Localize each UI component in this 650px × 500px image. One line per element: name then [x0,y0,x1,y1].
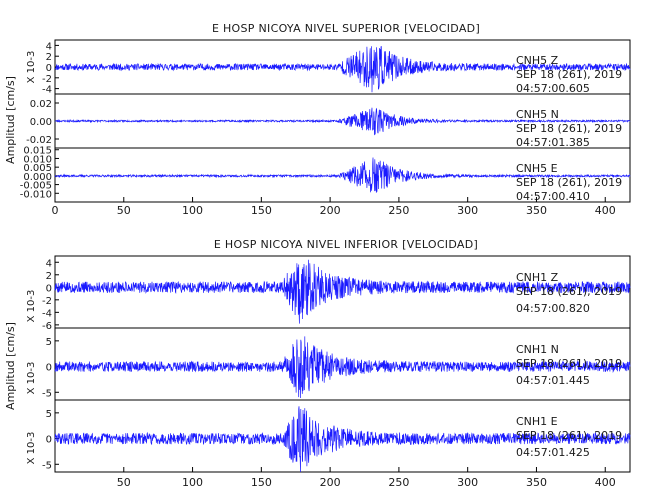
upper-z-time: 04:57:00.605 [516,82,590,95]
lower-z-waveform [54,259,631,324]
lower-y-axis-label: Amplitud [cm/s] [4,322,17,410]
lower-e-multiplier: X 10-3 [26,432,37,465]
upper-n-ytick-label: 0.00 [30,117,52,128]
lower-trace-n: -5 0 5 X 10-3 CNH1 N SEP 18 (261), 2019 04… [26,327,631,401]
upper-xtick-label: 150 [251,204,272,217]
lower-e-ytick-label: 5 [46,409,52,420]
upper-e-ytick-label: 0.015 [23,146,52,157]
upper-e-waveform [54,157,631,193]
lower-z-component: CNH1 Z [516,271,559,284]
lower-z-yticks: -6 -4-2 02 4 [42,258,59,332]
upper-title: E HOSP NICOYA NIVEL SUPERIOR [VELOCIDAD] [212,22,480,35]
upper-z-ytick-label: 4 [46,41,52,52]
lower-n-component: CNH1 N [516,343,559,356]
upper-n-component: CNH5 N [516,108,559,121]
upper-z-ytick-label: 0 [46,63,52,74]
upper-panel-e-frame [54,147,631,203]
lower-n-waveform [54,336,631,399]
lower-xtick-label: 400 [595,476,616,489]
lower-z-ytick-label: -2 [42,296,52,307]
upper-n-ytick-label: -0.02 [26,135,52,146]
upper-xtick-label: 0 [52,204,59,217]
lower-z-date: SEP 18 (261), 2019 [516,285,622,298]
lower-z-multiplier: X 10-3 [26,290,37,323]
upper-x-axis-ticks: 0 50 100 150 200 250 300 350 400 [52,197,616,217]
upper-z-date: SEP 18 (261), 2019 [516,68,622,81]
upper-e-ytick-label: 0.000 [23,172,52,183]
upper-xtick-label: 100 [182,204,203,217]
upper-figure: E HOSP NICOYA NIVEL SUPERIOR [VELOCIDAD]… [4,22,631,217]
lower-xtick-label: 150 [251,476,272,489]
lower-n-ytick-label: 0 [46,363,52,374]
upper-z-component: CNH5 Z [516,54,559,67]
lower-xtick-label: 100 [182,476,203,489]
upper-xtick-label: 350 [526,204,547,217]
lower-z-ytick-label: -4 [42,308,52,319]
upper-n-yticks: -0.02 0.00 0.02 [26,99,59,146]
lower-n-date: SEP 18 (261), 2019 [516,357,622,370]
lower-xtick-label: 350 [526,476,547,489]
lower-z-time: 04:57:00.820 [516,302,590,315]
lower-e-waveform [54,406,631,473]
upper-xtick-label: 400 [595,204,616,217]
lower-z-ytick-label: 2 [46,271,52,282]
upper-e-ytick-label: 0.010 [23,154,52,165]
lower-xtick-label: 250 [388,476,409,489]
lower-trace-e: -5 0 5 X 10-3 CNH1 E SEP 18 (261), 2019 04… [26,399,631,473]
upper-n-date: SEP 18 (261), 2019 [516,122,622,135]
lower-z-ytick-label: 4 [46,258,52,269]
lower-n-time: 04:57:01.445 [516,374,590,387]
lower-z-ytick-label: -6 [42,321,52,332]
lower-e-date: SEP 18 (261), 2019 [516,429,622,442]
upper-e-ytick-label: -0.010 [20,189,52,200]
upper-n-ytick-label: 0.02 [30,99,52,110]
lower-z-ytick-label: 0 [46,283,52,294]
upper-z-ytick-label: -4 [42,85,52,96]
lower-trace-z: -6 -4-2 02 4 X 10-3 CNH1 Z SEP 18 (261), 20… [26,255,631,332]
lower-xtick-label: 200 [320,476,341,489]
lower-figure: E HOSP NICOYA NIVEL INFERIOR [VELOCIDAD]… [4,238,631,489]
upper-e-ytick-label: -0.005 [20,181,52,192]
lower-title: E HOSP NICOYA NIVEL INFERIOR [VELOCIDAD] [214,238,478,251]
lower-n-ytick-label: -5 [42,388,52,399]
upper-xtick-label: 200 [320,204,341,217]
upper-y-axis-label: Amplitud [cm/s] [4,76,17,164]
upper-e-ytick-label: 0.005 [23,163,52,174]
upper-xtick-label: 50 [117,204,131,217]
lower-n-multiplier: X 10-3 [26,362,37,395]
upper-n-time: 04:57:01.385 [516,136,590,149]
lower-xtick-label: 300 [457,476,478,489]
lower-n-ytick-label: 5 [46,337,52,348]
lower-e-ytick-label: 0 [46,435,52,446]
lower-e-component: CNH1 E [516,415,558,428]
upper-xtick-label: 250 [388,204,409,217]
lower-e-time: 04:57:01.425 [516,446,590,459]
upper-z-multiplier: X 10-3 [26,51,37,84]
upper-z-ytick-label: -2 [42,74,52,85]
lower-x-axis-ticks: 50 100 150 200 250 300 350 400 [117,467,616,489]
upper-e-date: SEP 18 (261), 2019 [516,176,622,189]
upper-n-waveform [54,107,631,136]
upper-z-ytick-label: 2 [46,52,52,63]
upper-xtick-label: 300 [457,204,478,217]
upper-e-time: 04:57:00.410 [516,190,590,203]
lower-e-ytick-label: -5 [42,460,52,471]
upper-trace-n: -0.020.000.02 CNH5 N SEP 18 (261), 2019 … [26,93,631,149]
upper-e-component: CNH5 E [516,162,558,175]
upper-z-waveform [54,46,631,93]
lower-xtick-label: 50 [117,476,131,489]
